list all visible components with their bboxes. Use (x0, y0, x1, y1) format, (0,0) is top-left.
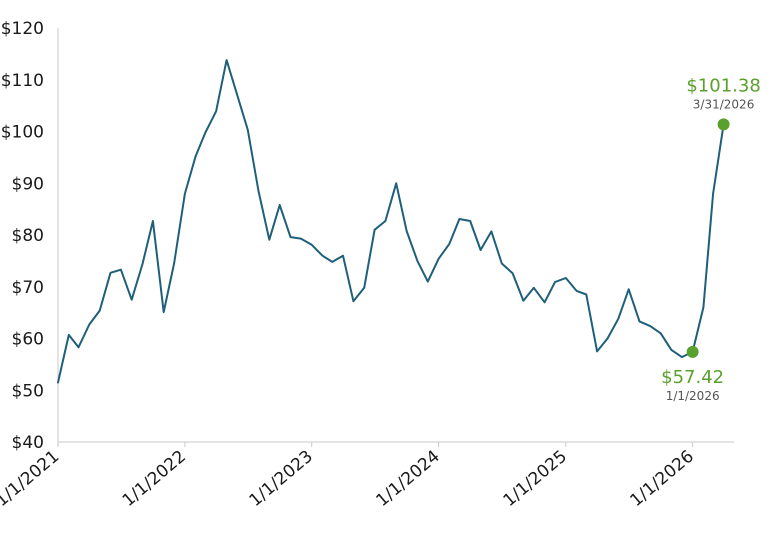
series-line (57, 59, 725, 384)
y-tick-labels: $40 $50 $60 $70 $80 $90 $100 $110 $120 (1, 19, 44, 453)
y-tick-label: $80 (12, 226, 44, 246)
x-tick-label: 1/1/2023 (246, 447, 317, 511)
annotation-value-label: $57.42 (661, 367, 724, 388)
y-tick-label: $110 (1, 71, 44, 91)
x-tick-labels: 1/1/2021 1/1/2022 1/1/2023 1/1/2024 1/1/2025… (0, 442, 698, 511)
annotation-date-label: 1/1/2026 (666, 389, 720, 403)
y-tick-label: $50 (12, 381, 44, 401)
y-tick-label: $70 (12, 278, 44, 298)
y-tick-label: $100 (1, 123, 44, 143)
series-layer (57, 59, 725, 384)
y-axis: $40 $50 $60 $70 $80 $90 $100 $110 $120 (1, 19, 59, 453)
x-axis: 1/1/2021 1/1/2022 1/1/2023 1/1/2024 1/1/2025… (0, 441, 734, 511)
x-tick-label: 1/1/2026 (627, 447, 698, 511)
x-tick-label: 1/1/2022 (119, 447, 190, 511)
y-tick-label: $120 (1, 19, 44, 39)
annotation-date-label: 3/31/2026 (693, 97, 755, 111)
highlight-point (686, 345, 699, 358)
annotation-value-label: $101.38 (686, 75, 760, 96)
annotation-layer: $57.421/1/2026 $101.383/31/2026 (661, 75, 761, 402)
x-tick-label: 1/1/2025 (500, 447, 571, 511)
x-tick-label: 1/1/2024 (372, 447, 443, 511)
x-tick-label: 1/1/2021 (0, 447, 63, 511)
y-tick-label: $60 (12, 330, 44, 350)
y-tick-label: $40 (12, 433, 44, 453)
highlight-point (717, 118, 730, 131)
y-tick-label: $90 (12, 174, 44, 194)
